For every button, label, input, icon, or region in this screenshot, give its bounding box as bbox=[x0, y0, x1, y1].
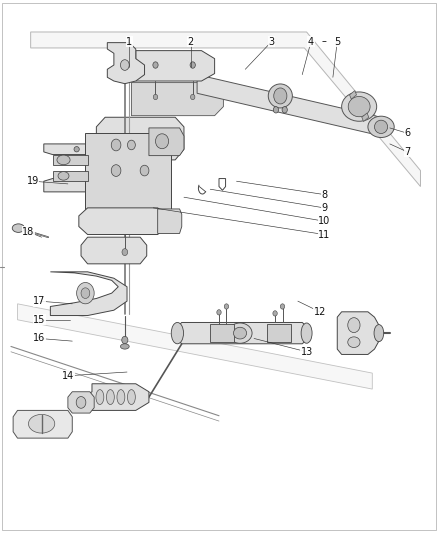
Polygon shape bbox=[197, 75, 381, 136]
Ellipse shape bbox=[268, 84, 293, 108]
Ellipse shape bbox=[348, 318, 360, 333]
Ellipse shape bbox=[106, 390, 114, 405]
Ellipse shape bbox=[122, 248, 127, 255]
Ellipse shape bbox=[282, 107, 287, 113]
Ellipse shape bbox=[224, 304, 229, 309]
Ellipse shape bbox=[96, 390, 104, 405]
Polygon shape bbox=[177, 322, 307, 344]
Ellipse shape bbox=[120, 60, 129, 70]
Polygon shape bbox=[53, 171, 88, 181]
Ellipse shape bbox=[217, 310, 221, 315]
Ellipse shape bbox=[82, 393, 93, 409]
Text: 9: 9 bbox=[321, 203, 327, 213]
Polygon shape bbox=[131, 83, 223, 116]
Text: 7: 7 bbox=[404, 147, 410, 157]
Ellipse shape bbox=[58, 172, 69, 180]
Polygon shape bbox=[53, 155, 88, 165]
Ellipse shape bbox=[273, 311, 277, 316]
Text: 19: 19 bbox=[27, 176, 39, 186]
Ellipse shape bbox=[117, 390, 125, 405]
Ellipse shape bbox=[348, 96, 370, 117]
Text: 10: 10 bbox=[318, 216, 330, 226]
Text: 17: 17 bbox=[33, 296, 46, 306]
Polygon shape bbox=[337, 312, 379, 354]
Ellipse shape bbox=[273, 107, 279, 113]
Ellipse shape bbox=[140, 165, 149, 176]
Ellipse shape bbox=[155, 134, 169, 149]
Polygon shape bbox=[88, 384, 149, 410]
Ellipse shape bbox=[120, 344, 129, 349]
Ellipse shape bbox=[233, 327, 247, 339]
Text: –: – bbox=[321, 37, 327, 46]
Ellipse shape bbox=[127, 140, 135, 150]
Ellipse shape bbox=[228, 323, 252, 343]
Ellipse shape bbox=[280, 304, 285, 309]
Ellipse shape bbox=[12, 224, 25, 232]
Text: 3: 3 bbox=[268, 37, 275, 46]
Polygon shape bbox=[79, 208, 166, 235]
Ellipse shape bbox=[111, 139, 121, 151]
Text: 5: 5 bbox=[334, 37, 340, 46]
Bar bbox=[267, 324, 291, 342]
Ellipse shape bbox=[368, 116, 394, 138]
Polygon shape bbox=[31, 32, 420, 187]
Ellipse shape bbox=[28, 415, 55, 433]
Ellipse shape bbox=[374, 120, 388, 134]
Ellipse shape bbox=[153, 62, 158, 68]
Polygon shape bbox=[85, 133, 171, 211]
Text: 14: 14 bbox=[62, 371, 74, 381]
Ellipse shape bbox=[81, 288, 90, 298]
Ellipse shape bbox=[77, 282, 94, 304]
Ellipse shape bbox=[274, 88, 287, 104]
Polygon shape bbox=[107, 43, 145, 84]
Ellipse shape bbox=[111, 165, 121, 176]
Ellipse shape bbox=[153, 94, 158, 100]
Text: 2: 2 bbox=[187, 37, 194, 46]
Text: 18: 18 bbox=[22, 227, 35, 237]
Polygon shape bbox=[81, 237, 147, 264]
Polygon shape bbox=[13, 410, 72, 438]
Text: 1: 1 bbox=[126, 37, 132, 46]
Ellipse shape bbox=[122, 336, 128, 344]
Ellipse shape bbox=[57, 155, 70, 165]
Ellipse shape bbox=[301, 323, 312, 343]
Ellipse shape bbox=[191, 94, 195, 100]
Bar bbox=[210, 324, 234, 342]
Ellipse shape bbox=[127, 390, 135, 405]
Polygon shape bbox=[18, 304, 372, 389]
Text: 11: 11 bbox=[318, 230, 330, 239]
Text: 12: 12 bbox=[314, 307, 326, 317]
Ellipse shape bbox=[74, 147, 79, 152]
Polygon shape bbox=[350, 91, 357, 99]
Text: 4: 4 bbox=[308, 37, 314, 46]
Ellipse shape bbox=[171, 322, 184, 344]
Ellipse shape bbox=[348, 337, 360, 348]
Text: 8: 8 bbox=[321, 190, 327, 199]
Polygon shape bbox=[158, 209, 182, 233]
Ellipse shape bbox=[190, 62, 195, 68]
Ellipse shape bbox=[342, 92, 377, 122]
Ellipse shape bbox=[374, 325, 384, 342]
Polygon shape bbox=[136, 51, 215, 81]
Text: 6: 6 bbox=[404, 128, 410, 138]
Polygon shape bbox=[44, 144, 114, 192]
Text: 13: 13 bbox=[300, 347, 313, 357]
Polygon shape bbox=[362, 113, 369, 122]
Text: 15: 15 bbox=[33, 315, 46, 325]
Text: 16: 16 bbox=[33, 334, 46, 343]
Polygon shape bbox=[50, 272, 127, 316]
Polygon shape bbox=[96, 117, 184, 160]
Polygon shape bbox=[149, 128, 184, 156]
Ellipse shape bbox=[76, 397, 86, 408]
Polygon shape bbox=[68, 392, 94, 413]
